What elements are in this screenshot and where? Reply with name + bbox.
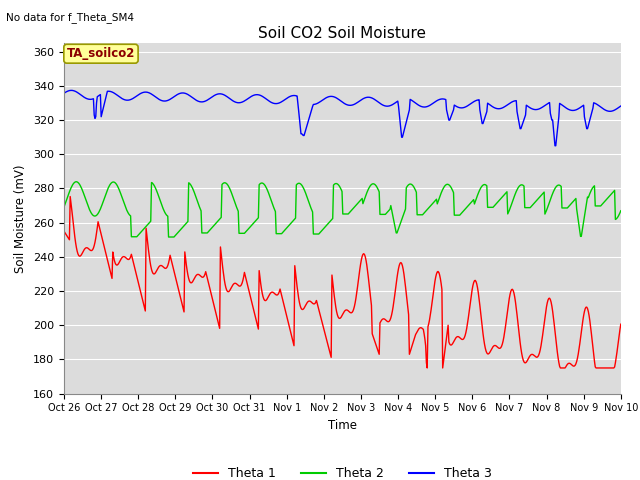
Theta 2 — [60, 204, 68, 210]
Theta 1 — [428, 301, 436, 307]
Theta 1 — [128, 254, 136, 260]
Theta 1 — [423, 365, 431, 371]
Theta 3 — [71, 88, 79, 94]
Theta 3 — [185, 92, 193, 98]
Theta 2 — [128, 234, 136, 240]
Line: Theta 1: Theta 1 — [64, 196, 621, 368]
Theta 2 — [412, 188, 419, 193]
Theta 3 — [60, 90, 68, 96]
Theta 3 — [617, 103, 625, 109]
Theta 2 — [164, 234, 172, 240]
Theta 1 — [67, 193, 74, 199]
Theta 1 — [71, 234, 79, 240]
Theta 2 — [72, 179, 80, 185]
Y-axis label: Soil Moisture (mV): Soil Moisture (mV) — [15, 164, 28, 273]
Theta 2 — [186, 180, 193, 186]
Theta 1 — [214, 319, 222, 325]
Theta 1 — [411, 334, 419, 340]
Text: No data for f_Theta_SM4: No data for f_Theta_SM4 — [6, 12, 134, 23]
Title: Soil CO2 Soil Moisture: Soil CO2 Soil Moisture — [259, 25, 426, 41]
Theta 3 — [214, 91, 222, 97]
Theta 3 — [128, 96, 136, 102]
Theta 2 — [428, 202, 436, 207]
Theta 3 — [428, 102, 435, 108]
Theta 3 — [551, 143, 559, 149]
Theta 2 — [215, 217, 223, 223]
Theta 1 — [617, 321, 625, 327]
Theta 1 — [185, 276, 193, 281]
Legend: Theta 1, Theta 2, Theta 3: Theta 1, Theta 2, Theta 3 — [188, 462, 497, 480]
Theta 3 — [411, 100, 419, 106]
Theta 1 — [60, 228, 68, 234]
Line: Theta 3: Theta 3 — [64, 90, 621, 146]
Text: TA_soilco2: TA_soilco2 — [67, 47, 135, 60]
Theta 3 — [67, 87, 75, 93]
Theta 2 — [617, 208, 625, 214]
X-axis label: Time: Time — [328, 419, 357, 432]
Line: Theta 2: Theta 2 — [64, 182, 621, 237]
Theta 2 — [70, 180, 78, 186]
